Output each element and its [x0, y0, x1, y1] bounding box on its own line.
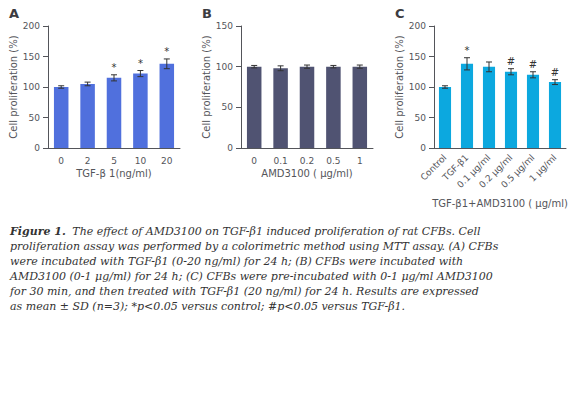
svg-text:Cell proliferation (%): Cell proliferation (%)	[8, 35, 19, 138]
svg-text:*: *	[138, 58, 143, 69]
svg-text:0: 0	[251, 156, 257, 166]
svg-text:were incubated with TGF-β1 (0-: were incubated with TGF-β1 (0-20 ng/ml) …	[10, 255, 467, 268]
svg-text:0: 0	[34, 143, 40, 153]
svg-text:1 μg/ml: 1 μg/ml	[527, 152, 558, 183]
svg-text:0.2: 0.2	[300, 156, 314, 166]
svg-text:#: #	[529, 59, 537, 70]
svg-text:*: *	[465, 45, 470, 56]
svg-text:Control: Control	[418, 152, 449, 183]
svg-text:TGF-β1+AMD3100 ( μg/ml): TGF-β1+AMD3100 ( μg/ml)	[431, 198, 568, 209]
svg-text:AMD3100 (0-1 μg/ml) for 24 h;: AMD3100 (0-1 μg/ml) for 24 h; (C) CFBs w…	[9, 270, 496, 283]
svg-text:The effect of AMD3100 on TGF-β: The effect of AMD3100 on TGF-β1 induced …	[72, 225, 484, 238]
svg-text:150: 150	[216, 21, 233, 31]
svg-text:TGF-β1: TGF-β1	[440, 152, 471, 183]
svg-text:#: #	[551, 67, 559, 78]
svg-text:50: 50	[415, 113, 427, 123]
svg-text:1: 1	[357, 156, 363, 166]
svg-text:for 30 min, and then treated w: for 30 min, and then treated with TGF-β1…	[9, 285, 482, 298]
svg-text:Cell proliferation (%): Cell proliferation (%)	[394, 35, 405, 138]
svg-text:as mean ± SD (n=3); *p<0.05 ve: as mean ± SD (n=3); *p<0.05 versus contr…	[10, 300, 405, 313]
svg-text:0.2 μg/ml: 0.2 μg/ml	[477, 152, 515, 190]
svg-text:150: 150	[23, 52, 40, 62]
svg-text:#: #	[507, 56, 515, 67]
svg-text:Figure 1.: Figure 1.	[9, 225, 66, 238]
svg-text:A: A	[9, 6, 19, 21]
svg-text:0.5: 0.5	[326, 156, 340, 166]
svg-text:*: *	[164, 46, 169, 57]
svg-text:200: 200	[23, 21, 40, 31]
svg-text:0: 0	[420, 143, 426, 153]
svg-text:0.1 μg/ml: 0.1 μg/ml	[455, 152, 493, 190]
svg-text:100: 100	[409, 82, 426, 92]
svg-text:C: C	[395, 6, 405, 21]
svg-text:AMD3100 ( μg/ml): AMD3100 ( μg/ml)	[261, 168, 352, 179]
svg-text:50: 50	[222, 102, 234, 112]
svg-text:20: 20	[161, 156, 173, 166]
svg-text:0: 0	[58, 156, 64, 166]
svg-text:B: B	[202, 6, 212, 21]
svg-text:0: 0	[227, 143, 233, 153]
svg-text:200: 200	[409, 21, 426, 31]
svg-text:0.1: 0.1	[273, 156, 287, 166]
svg-text:100: 100	[23, 82, 40, 92]
svg-text:50: 50	[29, 113, 41, 123]
svg-text:proliferation assay was perfor: proliferation assay was performed by a c…	[10, 240, 502, 253]
svg-text:TGF-β 1(ng/ml): TGF-β 1(ng/ml)	[75, 168, 152, 179]
svg-text:0.5 μg/ml: 0.5 μg/ml	[499, 152, 536, 189]
svg-text:Cell proliferation (%): Cell proliferation (%)	[201, 35, 212, 138]
svg-text:2: 2	[85, 156, 91, 166]
svg-text:10: 10	[135, 156, 147, 166]
svg-text:150: 150	[409, 52, 426, 62]
svg-text:100: 100	[216, 62, 233, 72]
svg-text:*: *	[112, 62, 117, 73]
svg-text:5: 5	[111, 156, 117, 166]
